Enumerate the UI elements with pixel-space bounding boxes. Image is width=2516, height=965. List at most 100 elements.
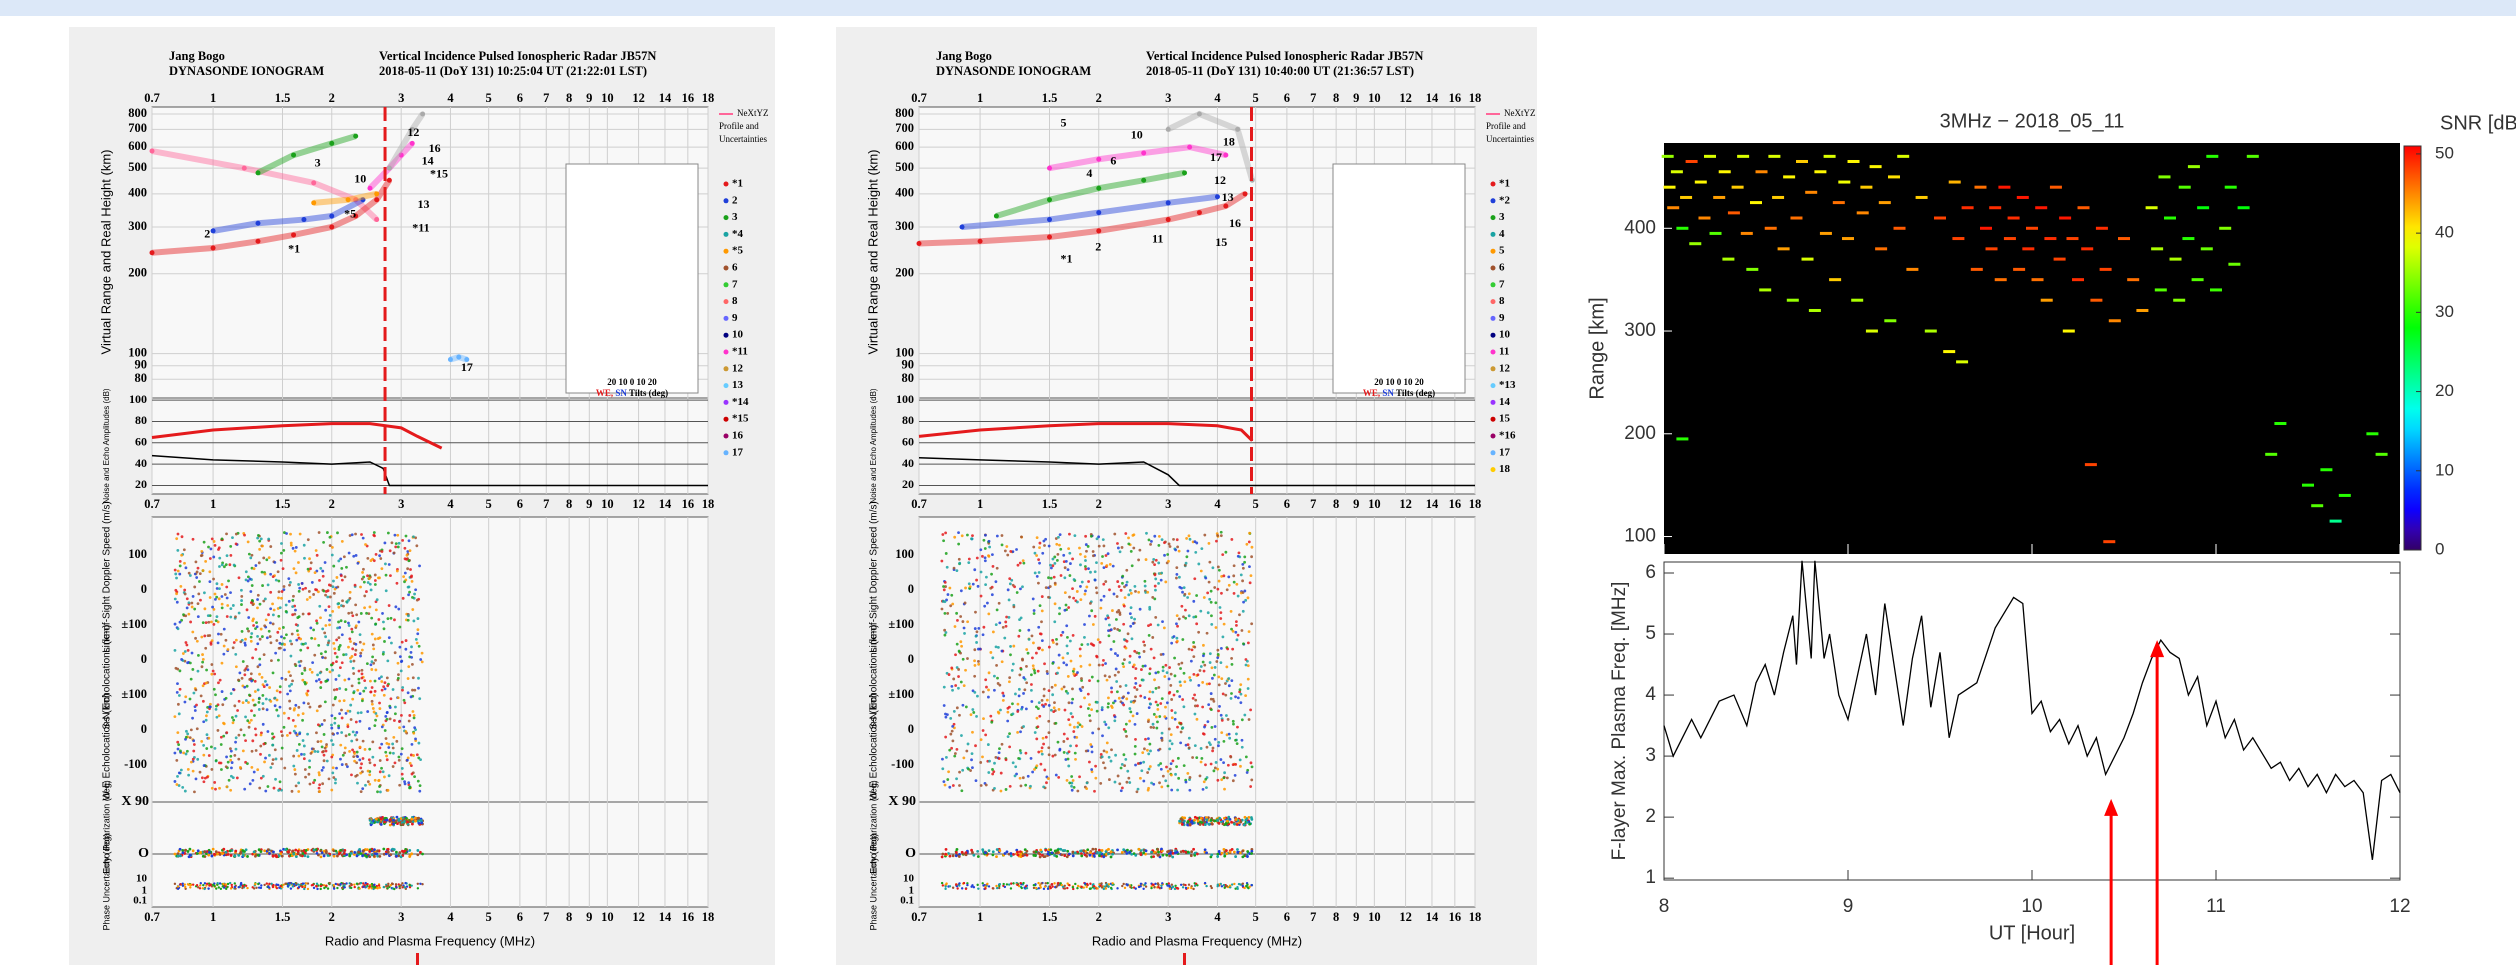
snr-streak xyxy=(2247,155,2259,158)
texture-dot xyxy=(179,560,182,563)
texture-dot xyxy=(1206,746,1209,749)
texture-dot xyxy=(174,853,177,856)
texture-dot xyxy=(417,687,420,690)
texture-dot xyxy=(326,668,329,671)
texture-dot xyxy=(395,855,398,858)
texture-dot xyxy=(1063,733,1066,736)
texture-dot xyxy=(417,883,419,885)
texture-dot xyxy=(991,553,994,556)
snr-streak xyxy=(1838,181,1850,184)
texture-dot xyxy=(958,562,961,565)
texture-dot xyxy=(265,558,268,561)
texture-dot xyxy=(244,716,247,719)
texture-dot xyxy=(406,759,409,762)
texture-dot xyxy=(988,760,991,763)
texture-dot xyxy=(316,622,319,625)
texture-dot xyxy=(1145,558,1148,561)
texture-dot xyxy=(977,585,980,588)
texture-dot xyxy=(178,573,181,576)
texture-dot xyxy=(336,732,339,735)
texture-dot xyxy=(1157,544,1160,547)
texture-dot xyxy=(1214,666,1217,669)
texture-dot xyxy=(340,567,343,570)
texture-dot xyxy=(323,590,326,593)
texture-dot xyxy=(1243,887,1245,889)
texture-dot xyxy=(355,738,358,741)
texture-dot xyxy=(352,667,355,670)
texture-dot xyxy=(1192,600,1195,603)
texture-dot xyxy=(1190,660,1193,663)
texture-dot xyxy=(218,597,221,600)
texture-dot xyxy=(1112,640,1115,643)
texture-dot xyxy=(1085,586,1088,589)
texture-dot xyxy=(207,546,210,549)
texture-dot xyxy=(944,885,946,887)
texture-dot xyxy=(1225,885,1227,887)
colorbar-tick-label: 40 xyxy=(2435,223,2454,242)
texture-dot xyxy=(302,882,304,884)
texture-dot xyxy=(1032,642,1035,645)
texture-dot xyxy=(350,718,353,721)
texture-dot xyxy=(215,887,217,889)
texture-dot xyxy=(970,713,973,716)
texture-dot xyxy=(1126,770,1129,773)
texture-dot xyxy=(398,756,401,759)
texture-dot xyxy=(1049,585,1052,588)
x-tick-label: 18 xyxy=(1469,497,1482,511)
texture-dot xyxy=(1124,730,1127,733)
texture-dot xyxy=(304,587,307,590)
texture-dot xyxy=(1127,692,1130,695)
texture-dot xyxy=(394,762,397,765)
texture-dot xyxy=(231,536,234,539)
texture-dot xyxy=(1167,770,1170,773)
x-tick-label: 14 xyxy=(1426,910,1439,924)
texture-dot xyxy=(177,743,180,746)
texture-dot xyxy=(266,708,269,711)
texture-dot xyxy=(354,649,357,652)
texture-dot xyxy=(974,744,977,747)
texture-dot xyxy=(1051,693,1054,696)
texture-dot xyxy=(1175,577,1178,580)
texture-dot xyxy=(212,884,214,886)
texture-dot xyxy=(1041,746,1044,749)
texture-dot xyxy=(197,849,200,852)
texture-dot xyxy=(1233,564,1236,567)
x-tick-label: 4 xyxy=(447,91,454,105)
texture-dot xyxy=(1160,653,1163,656)
x-tick-label: 8 xyxy=(1659,896,1670,917)
texture-dot xyxy=(1225,849,1228,852)
texture-dot xyxy=(1163,675,1166,678)
legend-marker xyxy=(1491,215,1496,220)
amp-tick-label: 20 xyxy=(902,477,914,491)
trace-point xyxy=(1096,186,1101,191)
texture-dot xyxy=(359,772,362,775)
texture-dot xyxy=(965,888,967,890)
texture-dot xyxy=(1054,602,1057,605)
texture-dot xyxy=(1142,761,1145,764)
texture-dot xyxy=(398,646,401,649)
texture-dot xyxy=(384,751,387,754)
texture-dot xyxy=(268,852,271,855)
texture-dot xyxy=(383,886,385,888)
texture-dot xyxy=(1173,694,1176,697)
texture-dot xyxy=(1197,819,1200,822)
texture-dot xyxy=(1016,591,1019,594)
texture-dot xyxy=(253,567,256,570)
texture-dot xyxy=(1167,560,1170,563)
x-tick-label: 9 xyxy=(1843,896,1854,917)
texture-dot xyxy=(1021,706,1024,709)
texture-dot xyxy=(419,883,421,885)
texture-dot xyxy=(175,759,178,762)
texture-dot xyxy=(1057,741,1060,744)
texture-dot xyxy=(202,855,205,858)
texture-dot xyxy=(374,719,377,722)
y-axis-title: Virtual Range and Real Height (km) xyxy=(865,150,880,355)
texture-dot xyxy=(341,633,344,636)
texture-dot xyxy=(1201,681,1204,684)
texture-dot xyxy=(388,636,391,639)
texture-dot xyxy=(186,750,189,753)
texture-dot xyxy=(970,849,973,852)
texture-dot xyxy=(371,686,374,689)
texture-dot xyxy=(1239,883,1241,885)
texture-dot xyxy=(1010,882,1012,884)
